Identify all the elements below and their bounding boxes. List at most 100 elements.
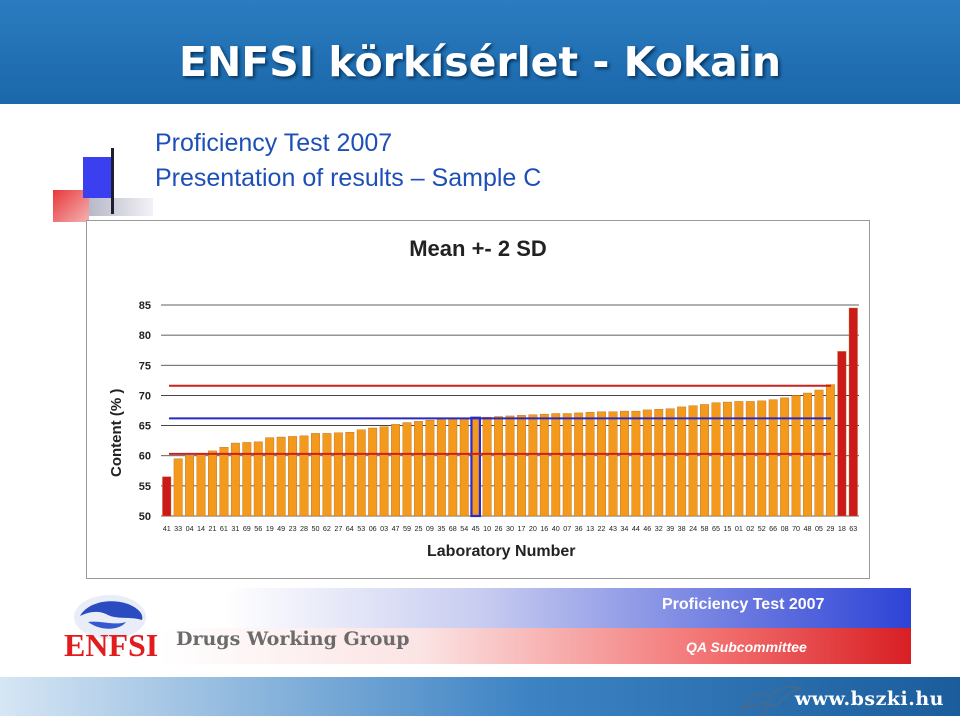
y-tick-label: 85 <box>139 300 151 312</box>
bar <box>551 413 561 517</box>
x-tick-label: 22 <box>598 524 606 533</box>
proficiency-test-badge: Proficiency Test 2007 <box>662 596 825 613</box>
x-tick-label: 30 <box>506 524 514 533</box>
proficiency-test-heading: Proficiency Test 2007 <box>155 129 393 157</box>
banner-red-band <box>160 628 911 664</box>
bar <box>345 432 355 517</box>
x-tick-label: 35 <box>437 524 445 533</box>
x-tick-label: 49 <box>277 524 285 533</box>
chart-frame <box>86 220 870 579</box>
x-tick-label: 10 <box>483 524 491 533</box>
x-tick-label: 02 <box>746 524 754 533</box>
x-tick-label: 09 <box>426 524 434 533</box>
slide-header <box>0 0 960 104</box>
x-tick-label: 54 <box>460 524 468 533</box>
x-tick-label: 31 <box>231 524 239 533</box>
bar <box>528 414 538 517</box>
bar <box>448 418 458 517</box>
x-tick-label: 05 <box>815 524 823 533</box>
bar <box>368 427 378 517</box>
bar <box>791 395 801 517</box>
x-tick-label: 15 <box>723 524 731 533</box>
bar <box>162 476 172 517</box>
x-tick-label: 33 <box>174 524 182 533</box>
bar <box>436 419 446 517</box>
y-tick-label: 60 <box>139 451 151 463</box>
bar <box>276 436 286 517</box>
decor-vertical-line <box>111 148 114 214</box>
bar <box>665 408 675 517</box>
footer-url[interactable]: www.bszki.hu <box>794 688 944 710</box>
x-tick-label: 48 <box>804 524 812 533</box>
x-tick-label: 39 <box>666 524 674 533</box>
bar <box>745 401 755 517</box>
sample-heading: Presentation of results – Sample C <box>155 164 542 192</box>
bar <box>459 418 469 517</box>
bar <box>722 401 732 517</box>
bar <box>391 424 401 517</box>
x-tick-label: 59 <box>403 524 411 533</box>
y-tick-label: 80 <box>139 330 151 342</box>
y-tick-label: 75 <box>139 360 151 372</box>
x-tick-label: 40 <box>552 524 560 533</box>
x-tick-label: 27 <box>334 524 342 533</box>
bar <box>711 402 721 517</box>
bar <box>322 433 332 517</box>
bar <box>356 429 366 517</box>
bar <box>780 397 790 517</box>
bar <box>517 415 526 517</box>
x-tick-label: 64 <box>346 524 354 533</box>
y-tick-label: 70 <box>139 390 151 402</box>
x-tick-label: 46 <box>643 524 651 533</box>
bar <box>196 453 206 517</box>
decor-blue-square <box>83 157 111 198</box>
bar <box>173 458 183 517</box>
x-tick-label: 45 <box>472 524 480 533</box>
bird-icon <box>740 685 803 716</box>
x-tick-label: 04 <box>186 524 194 533</box>
x-tick-label: 68 <box>449 524 457 533</box>
decor-stripe <box>89 198 153 216</box>
x-tick-label: 25 <box>414 524 422 533</box>
bar <box>414 421 423 517</box>
bar <box>631 410 641 517</box>
x-tick-label: 69 <box>243 524 251 533</box>
bar <box>848 307 858 517</box>
x-tick-label: 52 <box>758 524 766 533</box>
bar <box>288 436 298 517</box>
x-tick-label: 19 <box>266 524 274 533</box>
x-tick-label: 26 <box>495 524 503 533</box>
bar <box>402 422 412 517</box>
bar <box>654 409 664 517</box>
x-tick-label: 18 <box>838 524 846 533</box>
bar <box>265 437 275 517</box>
bar <box>734 401 744 517</box>
x-tick-label: 20 <box>529 524 537 533</box>
slide-footer <box>0 677 960 716</box>
x-tick-label: 41 <box>163 524 171 533</box>
x-tick-label: 36 <box>575 524 583 533</box>
x-tick-label: 65 <box>712 524 720 533</box>
x-tick-label: 07 <box>563 524 571 533</box>
bar <box>470 416 482 518</box>
bar <box>837 351 847 517</box>
bar <box>253 441 263 517</box>
bar <box>482 416 492 517</box>
drugs-working-group-label: Drugs Working Group <box>176 628 410 650</box>
bar <box>494 416 503 517</box>
bar <box>700 404 709 517</box>
x-tick-label: 21 <box>208 524 216 533</box>
x-axis-label: Laboratory Number <box>427 543 576 560</box>
x-tick-label: 66 <box>769 524 777 533</box>
x-tick-label: 14 <box>197 524 205 533</box>
x-tick-label: 50 <box>311 524 319 533</box>
y-tick-label: 50 <box>139 511 151 523</box>
x-tick-label: 53 <box>357 524 365 533</box>
bar <box>299 435 309 517</box>
x-tick-label: 63 <box>849 524 857 533</box>
x-tick-label: 17 <box>517 524 525 533</box>
bar <box>242 442 252 517</box>
x-tick-label: 32 <box>655 524 663 533</box>
bar <box>768 399 778 517</box>
